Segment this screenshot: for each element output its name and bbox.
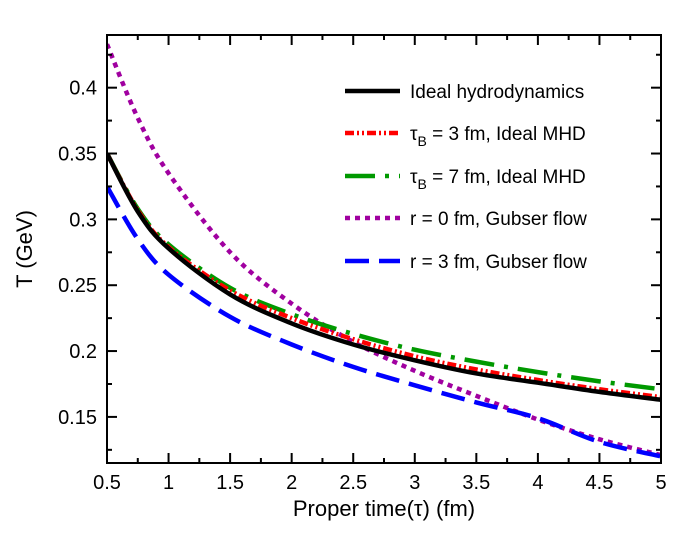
legend-label-main: r = 0 fm, Gubser flow (410, 209, 587, 230)
legend-label-5: r = 3 fm, Gubser flow (410, 252, 587, 273)
x-axis-label: Proper time(τ) (fm) (293, 496, 475, 521)
y-tick-label: 0.2 (69, 341, 97, 363)
x-tick-label: 4 (532, 472, 543, 494)
legend-label-main: r = 3 fm, Gubser flow (410, 252, 587, 273)
x-tick-label: 3.5 (462, 472, 490, 494)
x-tick-label: 4.5 (586, 472, 614, 494)
x-tick-label: 3 (409, 472, 420, 494)
y-tick-label: 0.25 (58, 275, 97, 297)
legend-label-subscript: B (418, 133, 427, 149)
series-line-2 (107, 152, 661, 400)
x-tick-label: 1 (163, 472, 174, 494)
legend-label-rest: = 3 fm, Ideal MHD (427, 124, 586, 145)
x-tick-label: 5 (655, 472, 666, 494)
y-tick-label: 0.4 (69, 78, 97, 100)
x-tick-label: 2 (286, 472, 297, 494)
legend-label-main: Ideal hydrodynamics (410, 82, 584, 103)
series-layer (107, 43, 661, 459)
legend-label-3: τB = 7 fm, Ideal MHD (410, 167, 586, 192)
y-tick-label: 0.15 (58, 407, 97, 429)
series-line-4 (107, 43, 661, 458)
y-tick-label: 0.3 (69, 209, 97, 231)
legend-label-1: Ideal hydrodynamics (410, 82, 584, 103)
legend-label-4: r = 0 fm, Gubser flow (410, 209, 587, 230)
x-tick-label: 1.5 (216, 472, 244, 494)
y-axis-label: T (GeV) (12, 210, 37, 288)
legend-label-2: τB = 3 fm, Ideal MHD (410, 124, 586, 149)
legend-label-main: τ (410, 167, 418, 188)
legend-label-rest: = 7 fm, Ideal MHD (427, 167, 586, 188)
x-tick-labels: 0.5 1 1.5 2 2.5 3 3.5 4 4.5 5 (93, 472, 666, 494)
y-tick-label: 0.35 (58, 144, 97, 166)
legend-label-subscript: B (418, 176, 427, 192)
x-tick-label: 0.5 (93, 472, 121, 494)
y-tick-labels: 0.15 0.2 0.25 0.3 0.35 0.4 (58, 78, 97, 429)
series-line-5 (107, 185, 661, 459)
x-tick-label: 2.5 (339, 472, 367, 494)
series-line-1 (107, 152, 661, 403)
ticks-layer (106, 35, 662, 463)
legend-label-main: τ (410, 124, 418, 145)
